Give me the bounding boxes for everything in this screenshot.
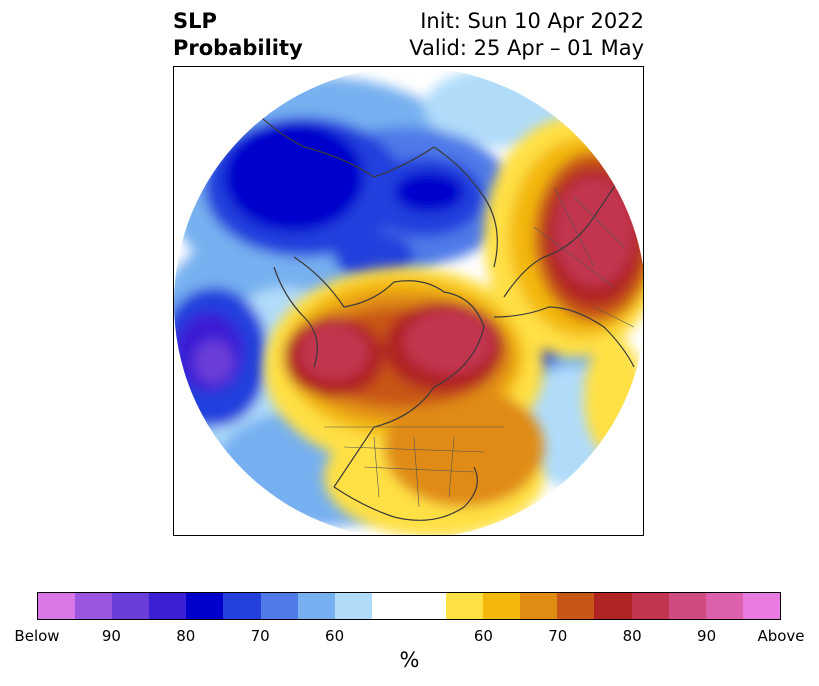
colorbar-above-2 <box>483 593 521 619</box>
colorbar-tick-label: 90 <box>101 627 121 645</box>
colorbar <box>37 592 781 620</box>
probability-field <box>174 67 643 535</box>
colorbar-tick-label: 90 <box>697 627 717 645</box>
coastlines <box>233 86 635 521</box>
title-variable: SLP <box>173 9 217 33</box>
colorbar-above-3 <box>520 593 558 619</box>
colorbar-tick-labels: Below 90 80 70 60 60 70 80 90 Above <box>14 627 804 647</box>
colorbar-above-6 <box>631 593 669 619</box>
colorbar-below-2 <box>75 593 113 619</box>
valid-range-label: Valid: 25 Apr – 01 May <box>409 36 644 60</box>
below-region-siberia-core <box>224 122 364 232</box>
below-region-pacific-peak <box>194 340 234 384</box>
colorbar-tick-label: 60 <box>473 627 493 645</box>
colorbar-tick-label: 80 <box>622 627 642 645</box>
colorbar-above-1 <box>446 593 484 619</box>
below-region-pole-core <box>394 172 464 212</box>
above-region-africa <box>584 337 643 457</box>
colorbar-below-4 <box>149 593 187 619</box>
colorbar-neutral <box>371 593 447 619</box>
colorbar-below-8 <box>297 593 335 619</box>
colorbar-unit-label: % <box>399 648 420 672</box>
above-region-hudson-85 <box>404 310 494 374</box>
colorbar-tick-label: Above <box>757 627 805 645</box>
country-borders <box>324 186 635 508</box>
colorbar-below-1 <box>38 593 76 619</box>
colorbar-below-9 <box>334 593 372 619</box>
colorbar-below-3 <box>112 593 150 619</box>
colorbar-tick-label: 70 <box>548 627 568 645</box>
colorbar-above-5 <box>594 593 632 619</box>
colorbar-tick-label: 70 <box>250 627 270 645</box>
colorbar-above-9 <box>742 593 780 619</box>
above-region-alaska-85 <box>299 324 369 380</box>
probability-map <box>173 66 644 536</box>
colorbar-below-5 <box>186 593 224 619</box>
colorbar-tick-label: Below <box>14 627 60 645</box>
colorbar-above-8 <box>705 593 743 619</box>
colorbar-tick-label: 80 <box>176 627 196 645</box>
colorbar-tick-label: 60 <box>325 627 345 645</box>
colorbar-below-6 <box>223 593 261 619</box>
colorbar-above-4 <box>557 593 595 619</box>
title-product: Probability <box>173 36 303 60</box>
above-region-europe-85 <box>554 177 634 287</box>
map-title-right: Init: Sun 10 Apr 2022 Valid: 25 Apr – 01… <box>409 8 644 62</box>
colorbar-below-7 <box>260 593 298 619</box>
map-title-left: SLP Probability <box>173 8 303 62</box>
init-date-label: Init: Sun 10 Apr 2022 <box>420 9 644 33</box>
polar-map-svg <box>174 67 643 535</box>
colorbar-above-7 <box>668 593 706 619</box>
